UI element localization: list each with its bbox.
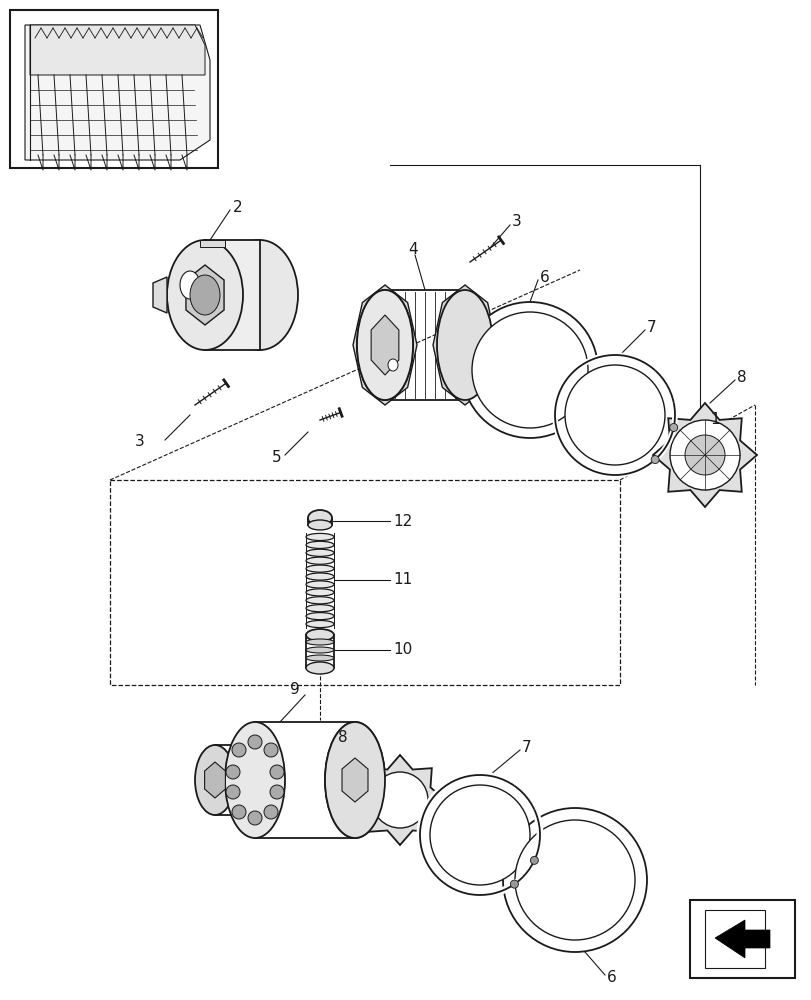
Polygon shape [714,920,769,958]
Ellipse shape [225,765,240,779]
Ellipse shape [180,271,200,299]
Text: 7: 7 [646,320,656,336]
Text: 10: 10 [393,643,412,658]
Ellipse shape [388,359,397,371]
Ellipse shape [306,662,333,674]
Ellipse shape [306,620,333,628]
Ellipse shape [247,735,262,749]
Ellipse shape [307,510,332,526]
Polygon shape [25,25,210,160]
Polygon shape [652,403,756,507]
Polygon shape [371,315,398,375]
Ellipse shape [461,302,597,438]
Ellipse shape [357,290,413,400]
Text: 9: 9 [290,682,299,698]
Text: 4: 4 [408,242,418,257]
Ellipse shape [502,808,646,952]
Text: 2: 2 [233,200,242,216]
Ellipse shape [232,805,246,819]
Polygon shape [704,910,764,968]
Ellipse shape [306,573,333,580]
Ellipse shape [669,423,677,431]
Text: 8: 8 [338,730,348,744]
Ellipse shape [371,772,427,828]
Text: 7: 7 [521,740,531,756]
Ellipse shape [225,722,285,838]
Polygon shape [152,277,167,313]
Ellipse shape [306,541,333,548]
Polygon shape [341,758,367,802]
Bar [10,10,217,168]
Text: 12: 12 [393,514,412,528]
Ellipse shape [306,581,333,588]
Polygon shape [186,265,224,325]
Ellipse shape [684,435,724,475]
Ellipse shape [270,785,284,799]
Ellipse shape [306,533,333,541]
Ellipse shape [306,655,333,661]
Ellipse shape [232,743,246,757]
Ellipse shape [221,240,298,350]
Text: 11: 11 [393,572,412,587]
Ellipse shape [510,880,517,888]
Ellipse shape [306,589,333,596]
Ellipse shape [247,811,262,825]
Ellipse shape [190,275,220,315]
Ellipse shape [530,856,538,864]
Text: 1: 1 [709,412,719,428]
Ellipse shape [324,722,384,838]
Ellipse shape [306,647,333,653]
Text: 3: 3 [135,434,145,450]
Ellipse shape [650,456,659,464]
Ellipse shape [357,290,413,400]
Ellipse shape [306,639,333,645]
Ellipse shape [306,597,333,604]
Ellipse shape [195,745,234,815]
Polygon shape [204,240,260,350]
Ellipse shape [270,765,284,779]
Ellipse shape [306,557,333,564]
Text: 6: 6 [607,970,616,985]
Ellipse shape [514,820,634,940]
Polygon shape [354,755,444,845]
Ellipse shape [436,290,492,400]
Polygon shape [30,25,204,75]
Polygon shape [353,285,417,405]
Text: 3: 3 [512,215,521,230]
Polygon shape [204,762,225,798]
Ellipse shape [324,722,384,838]
Ellipse shape [225,785,240,799]
Ellipse shape [306,605,333,612]
Text: 5: 5 [272,450,281,466]
Ellipse shape [167,240,242,350]
Ellipse shape [306,629,333,641]
Ellipse shape [564,365,664,465]
Ellipse shape [419,775,539,895]
Ellipse shape [430,785,530,885]
Ellipse shape [669,420,739,490]
Ellipse shape [306,565,333,572]
Polygon shape [432,285,496,405]
Ellipse shape [554,355,674,475]
Ellipse shape [306,613,333,620]
Ellipse shape [307,520,332,530]
Text: 8: 8 [736,370,745,385]
Text: 6: 6 [539,269,549,284]
Ellipse shape [264,743,277,757]
Polygon shape [200,240,225,247]
Ellipse shape [264,805,277,819]
Ellipse shape [436,290,492,400]
Bar [109,480,620,685]
Ellipse shape [471,312,587,428]
Bar [689,900,794,978]
Ellipse shape [306,549,333,556]
